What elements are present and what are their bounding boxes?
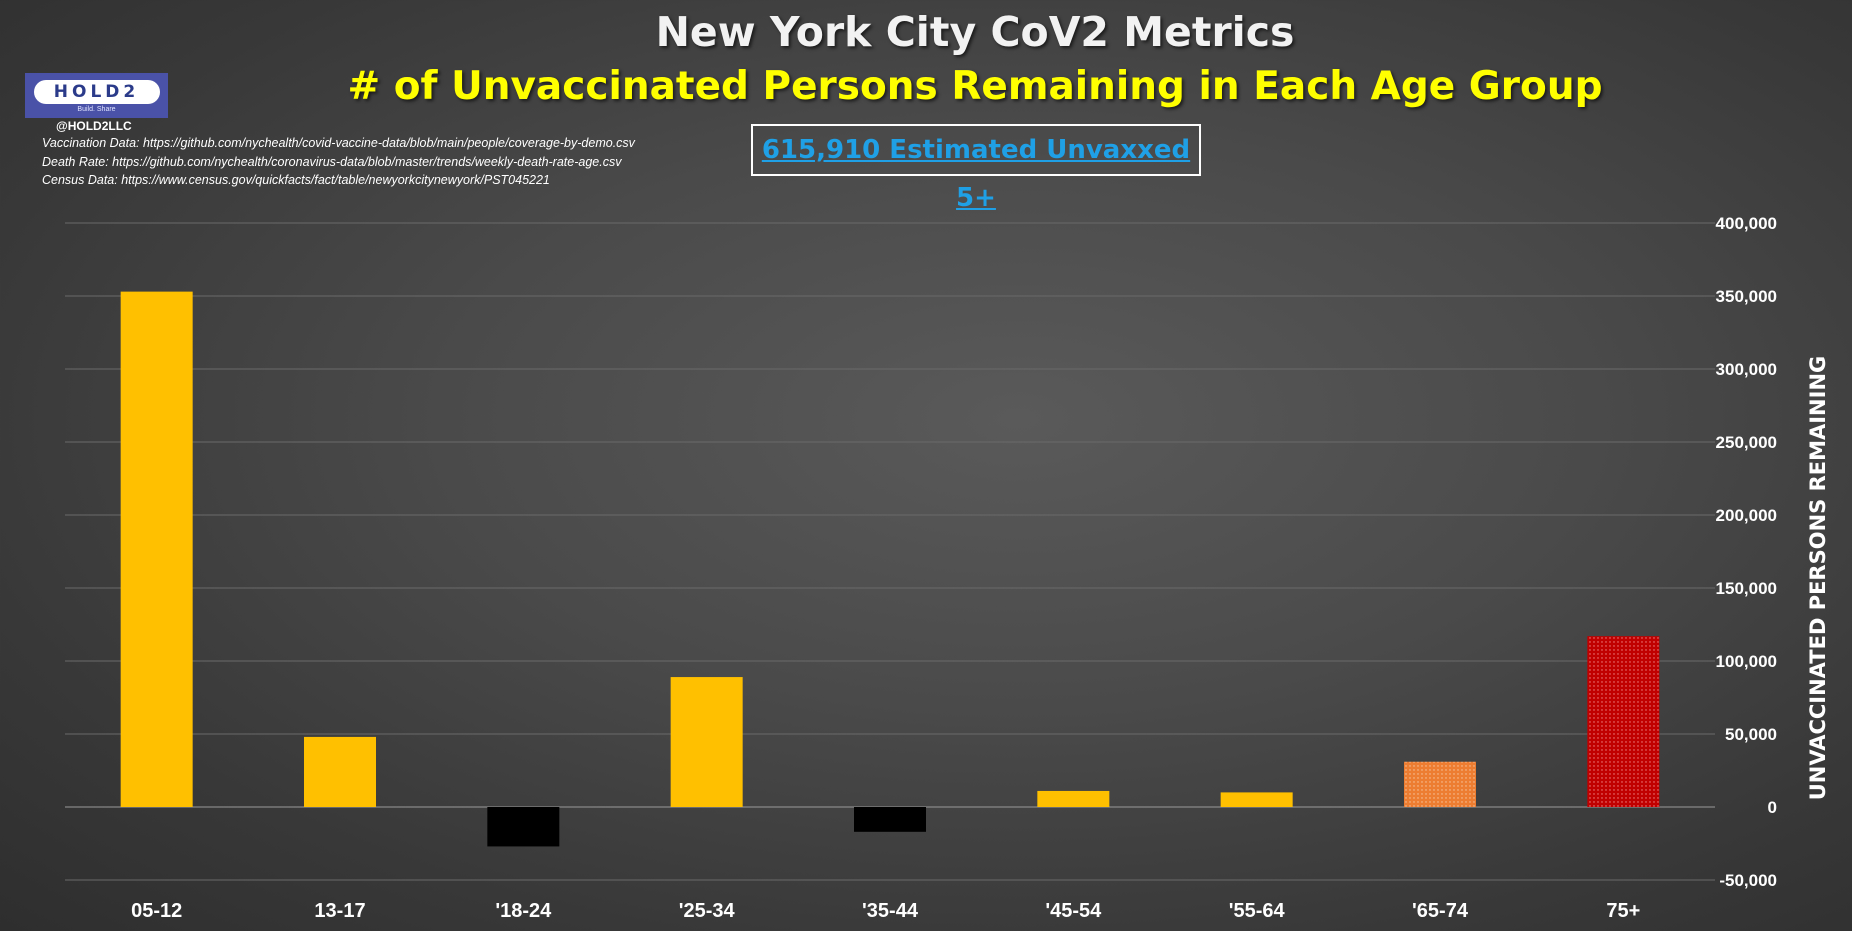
x-tick-label: '25-34: [679, 900, 736, 922]
bar: [1404, 761, 1476, 807]
y-tick-label: 250,000: [1716, 433, 1777, 452]
bar: [1037, 790, 1110, 807]
source-death-rate: Death Rate: https://github.com/nychealth…: [42, 154, 622, 169]
logo-tagline: Build. Share: [77, 106, 116, 113]
bar: [1587, 636, 1660, 807]
y-tick-label: 100,000: [1716, 652, 1777, 671]
y-tick-label: 350,000: [1716, 287, 1777, 306]
bar: [670, 677, 743, 807]
x-tick-label: '45-54: [1045, 900, 1102, 922]
bar: [304, 736, 376, 807]
bar: [487, 807, 560, 847]
data-sources: Vaccination Data: https://github.com/nyc…: [42, 134, 635, 190]
source-vaccination: Vaccination Data: https://github.com/nyc…: [42, 136, 635, 150]
y-tick-label: 50,000: [1725, 725, 1777, 744]
social-handle: @HOLD2LLC: [56, 119, 132, 133]
y-tick-label: 200,000: [1716, 506, 1777, 525]
x-tick-label: '65-74: [1412, 900, 1469, 922]
y-tick-label: 150,000: [1716, 579, 1777, 598]
bar: [120, 291, 193, 807]
chart-title: New York City CoV2 Metrics: [655, 8, 1295, 56]
y-tick-label: 0: [1768, 798, 1777, 817]
bar: [1220, 792, 1293, 807]
x-tick-label: 13-17: [314, 900, 365, 922]
chart-subtitle: # of Unvaccinated Persons Remaining in E…: [347, 64, 1603, 109]
source-census: Census Data: https://www.census.gov/quic…: [42, 173, 550, 187]
hold2-logo: HOLD2 Build. Share: [25, 73, 168, 118]
bar: [854, 807, 926, 832]
x-tick-label: 05-12: [131, 900, 182, 922]
x-tick-label: '18-24: [495, 900, 552, 922]
x-tick-label: '55-64: [1229, 900, 1286, 922]
x-tick-label: 75+: [1606, 900, 1640, 922]
unvaxxed-total-callout: 615,910 Estimated Unvaxxed 5+: [751, 124, 1201, 213]
y-tick-label: 400,000: [1716, 214, 1777, 233]
logo-text: HOLD2: [33, 80, 160, 104]
x-tick-label: '35-44: [862, 900, 919, 922]
y-axis-label: UNVACCINATED PERSONS REMAINING: [1806, 355, 1830, 801]
y-tick-label: -50,000: [1719, 871, 1777, 890]
y-tick-label: 300,000: [1716, 360, 1777, 379]
